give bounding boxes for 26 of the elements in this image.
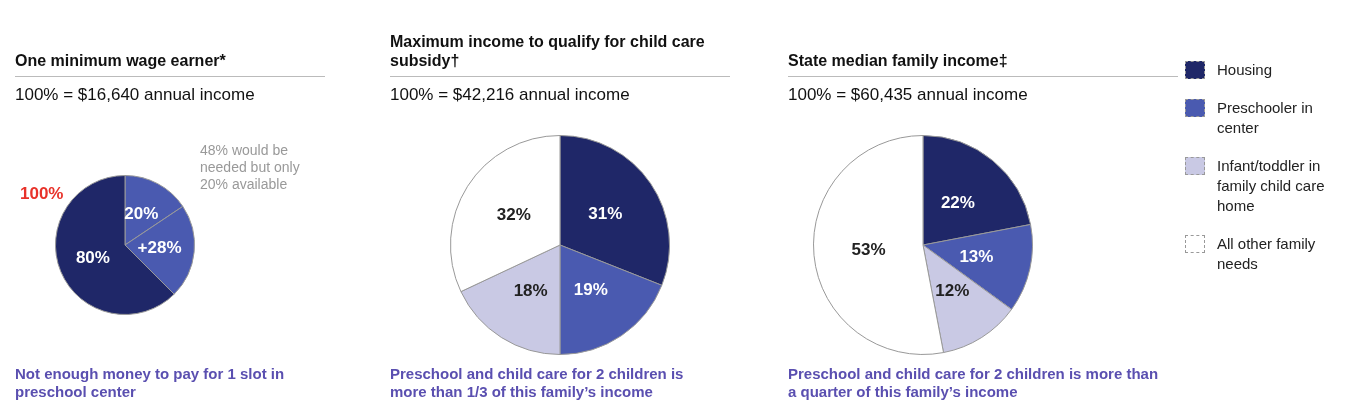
text: Preschool and child care for 2 children is more than a quarter of this family’s income: [788, 365, 1160, 401]
data-label: 20%: [124, 204, 159, 224]
data-label: 19%: [573, 279, 608, 299]
data-label: 32%: [496, 205, 531, 225]
data-label: 53%: [851, 239, 886, 259]
text: Preschool and child care for 2 children is more than 1/3 of this family’s income: [390, 365, 685, 401]
legend-label: Preschooler in center: [1217, 98, 1314, 138]
data-label: 18%: [513, 280, 548, 300]
data-label: +28%: [137, 238, 182, 258]
data-label: 22%: [940, 192, 975, 212]
data-label: 12%: [935, 280, 970, 300]
data-label: 80%: [75, 247, 110, 267]
chart-subtitle: 100% = $42,216 annual income: [390, 85, 631, 105]
chart-title: State median family income‡: [788, 30, 1178, 77]
data-label: 31%: [588, 203, 623, 223]
legend-label: Infant/toddler in family child care home: [1217, 156, 1326, 216]
text: 100%: [20, 184, 64, 203]
legend-label: All other family needs: [1217, 234, 1317, 274]
chart-title: Maximum income to qualify for child care subsidy†: [390, 30, 730, 77]
text: 100% = $60,435 annual income: [788, 85, 1029, 105]
chart-title: One minimum wage earner*: [15, 30, 325, 77]
legend-label: Housing: [1217, 60, 1273, 80]
text: 48% would be needed but only 20% available: [200, 142, 301, 193]
data-label: 13%: [959, 246, 994, 266]
chart-subtitle: 100% = $16,640 annual income: [15, 85, 256, 105]
text: Not enough money to pay for 1 slot in preschool center: [15, 365, 286, 401]
